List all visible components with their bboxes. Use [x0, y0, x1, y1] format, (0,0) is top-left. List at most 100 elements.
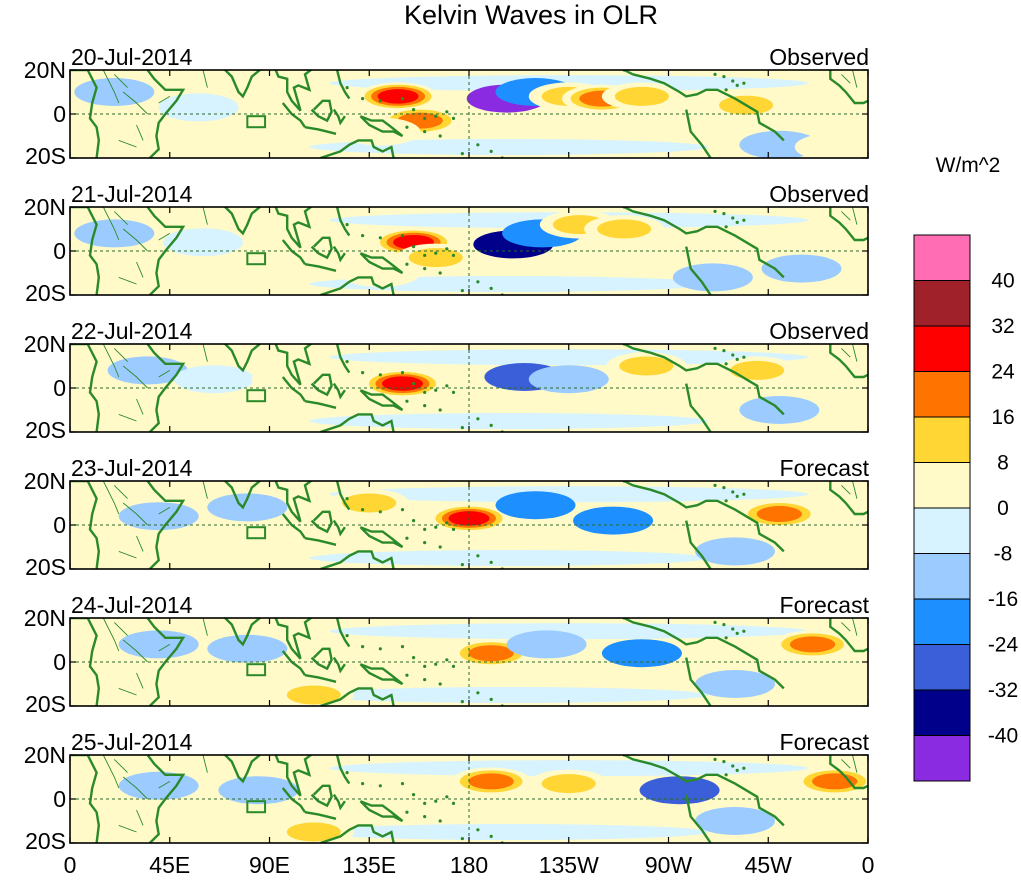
- island: [411, 108, 416, 112]
- island: [722, 760, 726, 764]
- anomaly-level: [756, 506, 802, 522]
- coastline: [304, 126, 337, 135]
- island: [460, 426, 464, 430]
- coastline: [223, 344, 262, 373]
- anomaly-cell: [251, 95, 332, 124]
- country-border: [122, 228, 148, 252]
- coastline: [335, 344, 351, 374]
- country-border: [202, 481, 208, 499]
- anomaly-cell: [528, 365, 609, 394]
- anomaly-cell: [118, 630, 199, 659]
- anomaly-level: [695, 537, 775, 566]
- anomaly-level: [251, 365, 332, 394]
- panel-6: 20N 0 20S 25-Jul-2014 Forecast: [24, 729, 870, 854]
- anomaly-level: [541, 774, 596, 794]
- anomaly-cell: [639, 776, 720, 805]
- colorbar-swatch: [913, 234, 971, 281]
- colorbar-swatch: [913, 371, 971, 418]
- island: [405, 536, 409, 540]
- island: [405, 810, 409, 814]
- coastline: [829, 481, 868, 516]
- coastline: [359, 663, 404, 686]
- country-border: [113, 622, 128, 636]
- country-border: [158, 781, 171, 789]
- coastline: [310, 510, 333, 534]
- country-border: [102, 344, 120, 378]
- island: [345, 86, 349, 90]
- y-tick-label: 20N: [24, 605, 66, 631]
- country-border: [841, 485, 851, 495]
- anomaly-level: [286, 685, 341, 705]
- coastline: [685, 109, 712, 158]
- colorbar-swatch: [913, 598, 971, 645]
- country-border: [136, 672, 144, 689]
- island: [476, 554, 480, 558]
- colorbar-label: -8: [994, 543, 1013, 566]
- y-tick-label: 20N: [24, 194, 66, 220]
- island: [345, 223, 349, 227]
- island: [713, 72, 717, 76]
- colorbar-swatch: [913, 462, 971, 509]
- coastline: [310, 236, 333, 260]
- island: [445, 110, 449, 114]
- coastline: [223, 755, 262, 784]
- anomaly-cell: [606, 352, 687, 380]
- anomaly-level: [251, 95, 332, 124]
- island: [423, 527, 427, 532]
- island: [460, 837, 464, 841]
- country-border: [852, 344, 858, 362]
- y-tick-label: 0: [53, 375, 66, 401]
- coastline: [281, 650, 306, 676]
- country-border: [113, 348, 128, 362]
- island: [400, 508, 405, 512]
- coastline: [274, 618, 313, 660]
- anomaly-level: [597, 219, 652, 239]
- y-tick-label: 20N: [24, 742, 66, 768]
- coastline: [281, 239, 306, 265]
- coastline: [304, 400, 337, 409]
- island: [735, 83, 739, 87]
- country-border: [136, 398, 144, 415]
- country-border: [102, 755, 120, 789]
- island: [405, 399, 409, 403]
- island: [434, 251, 438, 255]
- x-tick-label: 180: [450, 852, 488, 878]
- island-outline: [246, 389, 267, 403]
- island: [434, 799, 438, 803]
- coastlines: [70, 481, 868, 569]
- coastline: [281, 787, 306, 813]
- island: [722, 212, 726, 216]
- coastline: [310, 99, 333, 123]
- coastline: [304, 263, 337, 272]
- coastline: [332, 519, 346, 537]
- coastline: [829, 618, 868, 653]
- country-border: [122, 502, 148, 526]
- coastline: [310, 784, 333, 808]
- island: [400, 234, 405, 238]
- y-tick-label: 20S: [25, 280, 66, 306]
- coastline: [685, 383, 712, 432]
- anomaly-cell: [207, 493, 288, 522]
- island: [731, 216, 735, 220]
- coastline: [70, 755, 101, 843]
- anomaly-level: [163, 228, 243, 257]
- coastline: [304, 811, 337, 820]
- coastline: [359, 800, 404, 823]
- coastline: [70, 70, 101, 158]
- country-border: [158, 233, 171, 241]
- anomaly-level: [789, 636, 836, 653]
- background-band: [309, 550, 709, 566]
- coastline: [332, 245, 346, 263]
- anomaly-cell: [695, 807, 775, 835]
- island: [735, 768, 739, 773]
- island: [460, 152, 464, 156]
- x-tick-label: 90E: [249, 852, 290, 878]
- anomaly-level: [408, 248, 463, 268]
- anomaly-level: [685, 267, 740, 287]
- contour-fill: [118, 623, 853, 706]
- country-border: [852, 618, 858, 636]
- island: [724, 499, 728, 503]
- background-band: [329, 349, 809, 366]
- country-border: [852, 207, 858, 225]
- island: [445, 247, 449, 251]
